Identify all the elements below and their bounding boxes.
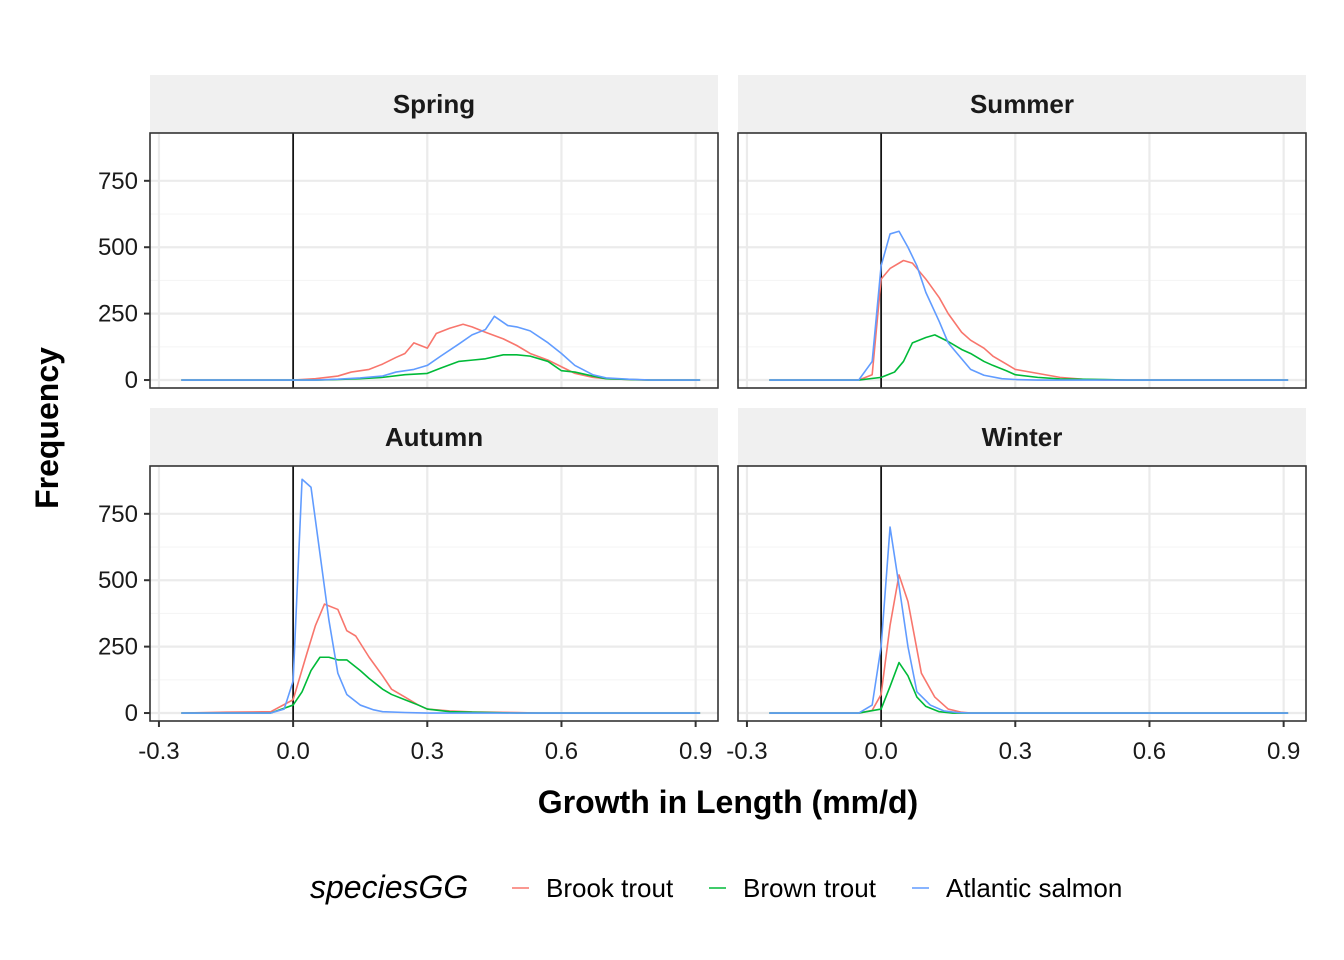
series-line-brook-trout: [181, 323, 701, 381]
series-line-atlantic-salmon: [181, 315, 701, 381]
series-line-brown-trout: [769, 661, 1289, 714]
x-tick-label: 0.3: [411, 738, 444, 765]
x-axis-title: Growth in Length (mm/d): [538, 784, 918, 820]
x-tick-label: 0.9: [1267, 738, 1300, 765]
panel-background: [150, 466, 718, 721]
facet-title: Autumn: [385, 422, 483, 452]
legend-label-brook-trout: Brook trout: [546, 873, 674, 903]
legend: speciesGG Brook trout Brown trout Atlantic…: [310, 869, 1122, 905]
legend-title: speciesGG: [310, 869, 468, 905]
panel-border: [737, 465, 1307, 722]
series-line-atlantic-salmon: [769, 526, 1289, 714]
y-tick-label: 250: [98, 634, 138, 661]
facet-winter: Winter -0.3 0.0 0.3 0.6 0.9: [726, 408, 1307, 765]
series-line-atlantic-salmon: [769, 230, 1289, 381]
y-tick-label: 0: [125, 367, 138, 394]
y-tick-label: 750: [98, 501, 138, 528]
x-tick-label: 0.0: [864, 738, 897, 765]
series-line-brown-trout: [769, 334, 1289, 381]
x-tick-label: 0.6: [1133, 738, 1166, 765]
series-line-atlantic-salmon: [181, 478, 701, 714]
y-tick-label: 500: [98, 234, 138, 261]
x-tick-label: 0.0: [276, 738, 309, 765]
facet-strip: [150, 75, 718, 133]
series-line-brown-trout: [181, 656, 701, 714]
y-tick-label: 500: [98, 567, 138, 594]
series-line-brown-trout: [181, 354, 701, 381]
facet-strip: [738, 75, 1306, 133]
panel-background: [150, 133, 718, 388]
panel-background: [738, 133, 1306, 388]
y-tick-label: 250: [98, 301, 138, 328]
facet-title: Winter: [982, 422, 1063, 452]
facet-strip: [738, 408, 1306, 466]
y-axis-title: Frequency: [29, 347, 65, 509]
y-tick-label: 0: [125, 700, 138, 727]
legend-label-atlantic-salmon: Atlantic salmon: [946, 873, 1122, 903]
x-tick-label: -0.3: [726, 738, 767, 765]
x-tick-label: -0.3: [138, 738, 179, 765]
panel-border: [149, 465, 719, 722]
panel-border: [737, 132, 1307, 389]
y-tick-label: 750: [98, 168, 138, 195]
x-tick-label: 0.6: [545, 738, 578, 765]
panel-background: [738, 466, 1306, 721]
facet-summer: Summer: [737, 75, 1307, 389]
facet-title: Spring: [393, 89, 475, 119]
panel-border: [149, 132, 719, 389]
facet-spring: Spring 0 250 500 750: [98, 75, 719, 394]
series-line-brook-trout: [769, 259, 1289, 381]
x-tick-label: 0.3: [999, 738, 1032, 765]
x-tick-label: 0.9: [679, 738, 712, 765]
facet-strip: [150, 408, 718, 466]
legend-label-brown-trout: Brown trout: [743, 873, 877, 903]
facet-title: Summer: [970, 89, 1074, 119]
facet-autumn: Autumn 0 250 500 750 -0.3 0.0 0.3 0.6 0.9: [98, 408, 719, 765]
